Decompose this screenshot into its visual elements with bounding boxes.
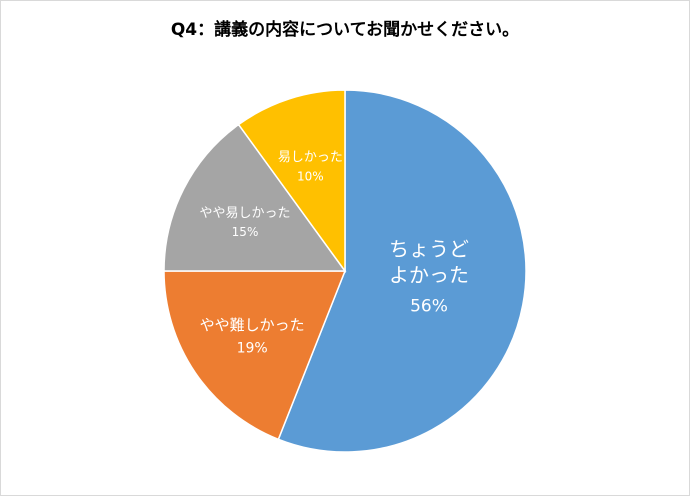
slice-value-3: 10% xyxy=(297,169,324,183)
chart-title: Q4：講義の内容についてお聞かせください。 xyxy=(170,20,520,40)
slice-value-1: 19% xyxy=(237,341,268,357)
pie-slice-0 xyxy=(277,89,527,453)
pie-slice-1 xyxy=(163,270,347,441)
slice-value-0: 56% xyxy=(410,296,448,316)
slice-label-0-1: よかった xyxy=(389,263,469,287)
slice-label-0-0: ちょうど xyxy=(389,237,469,261)
pie-slice-2 xyxy=(163,123,347,272)
slice-label-2-0: やや易しかった xyxy=(200,206,291,221)
pie-slice-3 xyxy=(237,89,346,274)
slice-label-3-0: 易しかった xyxy=(278,150,343,165)
slice-value-2: 15% xyxy=(232,225,259,239)
slice-label-1-0: やや難しかった xyxy=(200,316,305,334)
